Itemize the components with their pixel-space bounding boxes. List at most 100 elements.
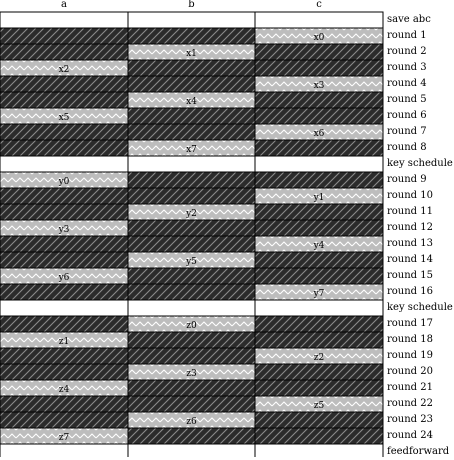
cell-row-19-a: [0, 315, 129, 333]
cell-row-17-a: [0, 283, 129, 301]
cell-tag: x0: [314, 33, 325, 43]
row-label: round 1: [387, 30, 427, 41]
cell-row-27-c: [254, 443, 384, 457]
cell-row-19-c: [254, 315, 384, 333]
cell-row-26-c: [254, 427, 384, 445]
cell-row-15-a: [0, 251, 129, 269]
cell-row-25-a: [0, 411, 129, 429]
cell-row-21-b: [127, 347, 256, 365]
cell-row-21-a: [0, 347, 129, 365]
row-label: round 12: [387, 222, 433, 233]
row-label: round 8: [387, 142, 427, 153]
row-label: key schedule: [387, 302, 453, 313]
row-label: round 5: [387, 94, 427, 105]
row-label: round 21: [387, 382, 433, 393]
row-label: round 24: [387, 430, 433, 441]
cell-tag: z0: [186, 321, 197, 331]
cell-row-27-b: [127, 443, 256, 457]
cell-tag: x1: [186, 49, 197, 59]
row-label: round 18: [387, 334, 433, 345]
row-label: round 2: [387, 46, 427, 57]
cell-row-11-b: [127, 187, 256, 205]
cell-tag: z3: [186, 369, 197, 379]
cell-row-0-a: [0, 11, 129, 29]
grid: x0 x1 x2 x3 x4 x5 x6 x7 y0 y1 y2 y3 y4 y5 y6 y7 z0 z1 z2 z3…: [0, 11, 384, 457]
cell-row-8-a: [0, 139, 129, 157]
column-header-c: c: [316, 0, 322, 10]
cell-row-10-c: [254, 171, 384, 189]
cell-row-1-a: [0, 27, 129, 45]
cell-row-27-a: [0, 443, 129, 457]
cell-row-6-b: [127, 107, 256, 125]
cell-row-24-b: [127, 395, 256, 413]
row-label: save abc: [387, 14, 431, 25]
cell-tag: z2: [314, 353, 324, 363]
cell-row-3-c: [254, 59, 384, 77]
cell-row-15-c: [254, 251, 384, 269]
cell-row-9-c: [254, 155, 384, 173]
cell-row-2-a: [0, 43, 129, 61]
row-label: key schedule: [387, 158, 453, 169]
cell-row-9-a: [0, 155, 129, 173]
cell-tag: y7: [313, 289, 325, 299]
cell-tag: y5: [185, 257, 197, 267]
cell-tag: y3: [58, 225, 70, 235]
cell-row-14-b: [127, 235, 256, 253]
cell-row-12-c: [254, 203, 384, 221]
cell-tag: z7: [59, 433, 70, 443]
row-label: feedforward: [387, 446, 450, 457]
cell-row-1-b: [127, 27, 256, 45]
row-label: round 9: [387, 174, 427, 185]
cell-tag: y4: [313, 241, 325, 251]
row-label: round 11: [387, 206, 433, 217]
cell-tag: y6: [58, 273, 70, 283]
cell-tag: y2: [185, 209, 197, 219]
cell-row-20-c: [254, 331, 384, 349]
row-label: round 23: [387, 414, 433, 425]
row-label: round 15: [387, 270, 433, 281]
cell-tag: x2: [59, 65, 70, 75]
cell-row-25-c: [254, 411, 384, 429]
cell-row-9-b: [127, 155, 256, 173]
cell-row-22-a: [0, 363, 129, 381]
cell-row-6-c: [254, 107, 384, 125]
row-label: round 10: [387, 190, 433, 201]
row-label: round 13: [387, 238, 433, 249]
column-header-a: a: [61, 0, 67, 10]
cell-row-18-a: [0, 299, 129, 317]
cell-row-4-b: [127, 75, 256, 93]
cell-tag: x3: [314, 81, 325, 91]
cell-row-13-b: [127, 219, 256, 237]
cell-row-0-b: [127, 11, 256, 29]
cell-row-12-a: [0, 203, 129, 221]
cell-row-2-c: [254, 43, 384, 61]
cell-row-10-b: [127, 171, 256, 189]
cell-tag: z6: [186, 417, 197, 427]
row-label: round 4: [387, 78, 427, 89]
cell-row-16-c: [254, 267, 384, 285]
cell-row-7-b: [127, 123, 256, 141]
row-label: round 6: [387, 110, 427, 121]
cell-tag: x7: [186, 145, 197, 155]
cell-row-13-c: [254, 219, 384, 237]
cell-tag: y1: [313, 193, 325, 203]
cell-row-3-b: [127, 59, 256, 77]
cell-row-22-c: [254, 363, 384, 381]
row-label: round 19: [387, 350, 433, 361]
cell-row-14-a: [0, 235, 129, 253]
cell-row-17-b: [127, 283, 256, 301]
row-label: round 16: [387, 286, 433, 297]
cell-row-18-b: [127, 299, 256, 317]
cell-row-18-c: [254, 299, 384, 317]
row-label: round 22: [387, 398, 433, 409]
cell-tag: z5: [314, 401, 325, 411]
cell-row-23-b: [127, 379, 256, 397]
cell-row-20-b: [127, 331, 256, 349]
cell-row-16-b: [127, 267, 256, 285]
row-label: round 3: [387, 62, 427, 73]
column-header-b: b: [188, 0, 195, 10]
cell-row-8-c: [254, 139, 384, 157]
cell-row-24-a: [0, 395, 129, 413]
cell-row-7-a: [0, 123, 129, 141]
